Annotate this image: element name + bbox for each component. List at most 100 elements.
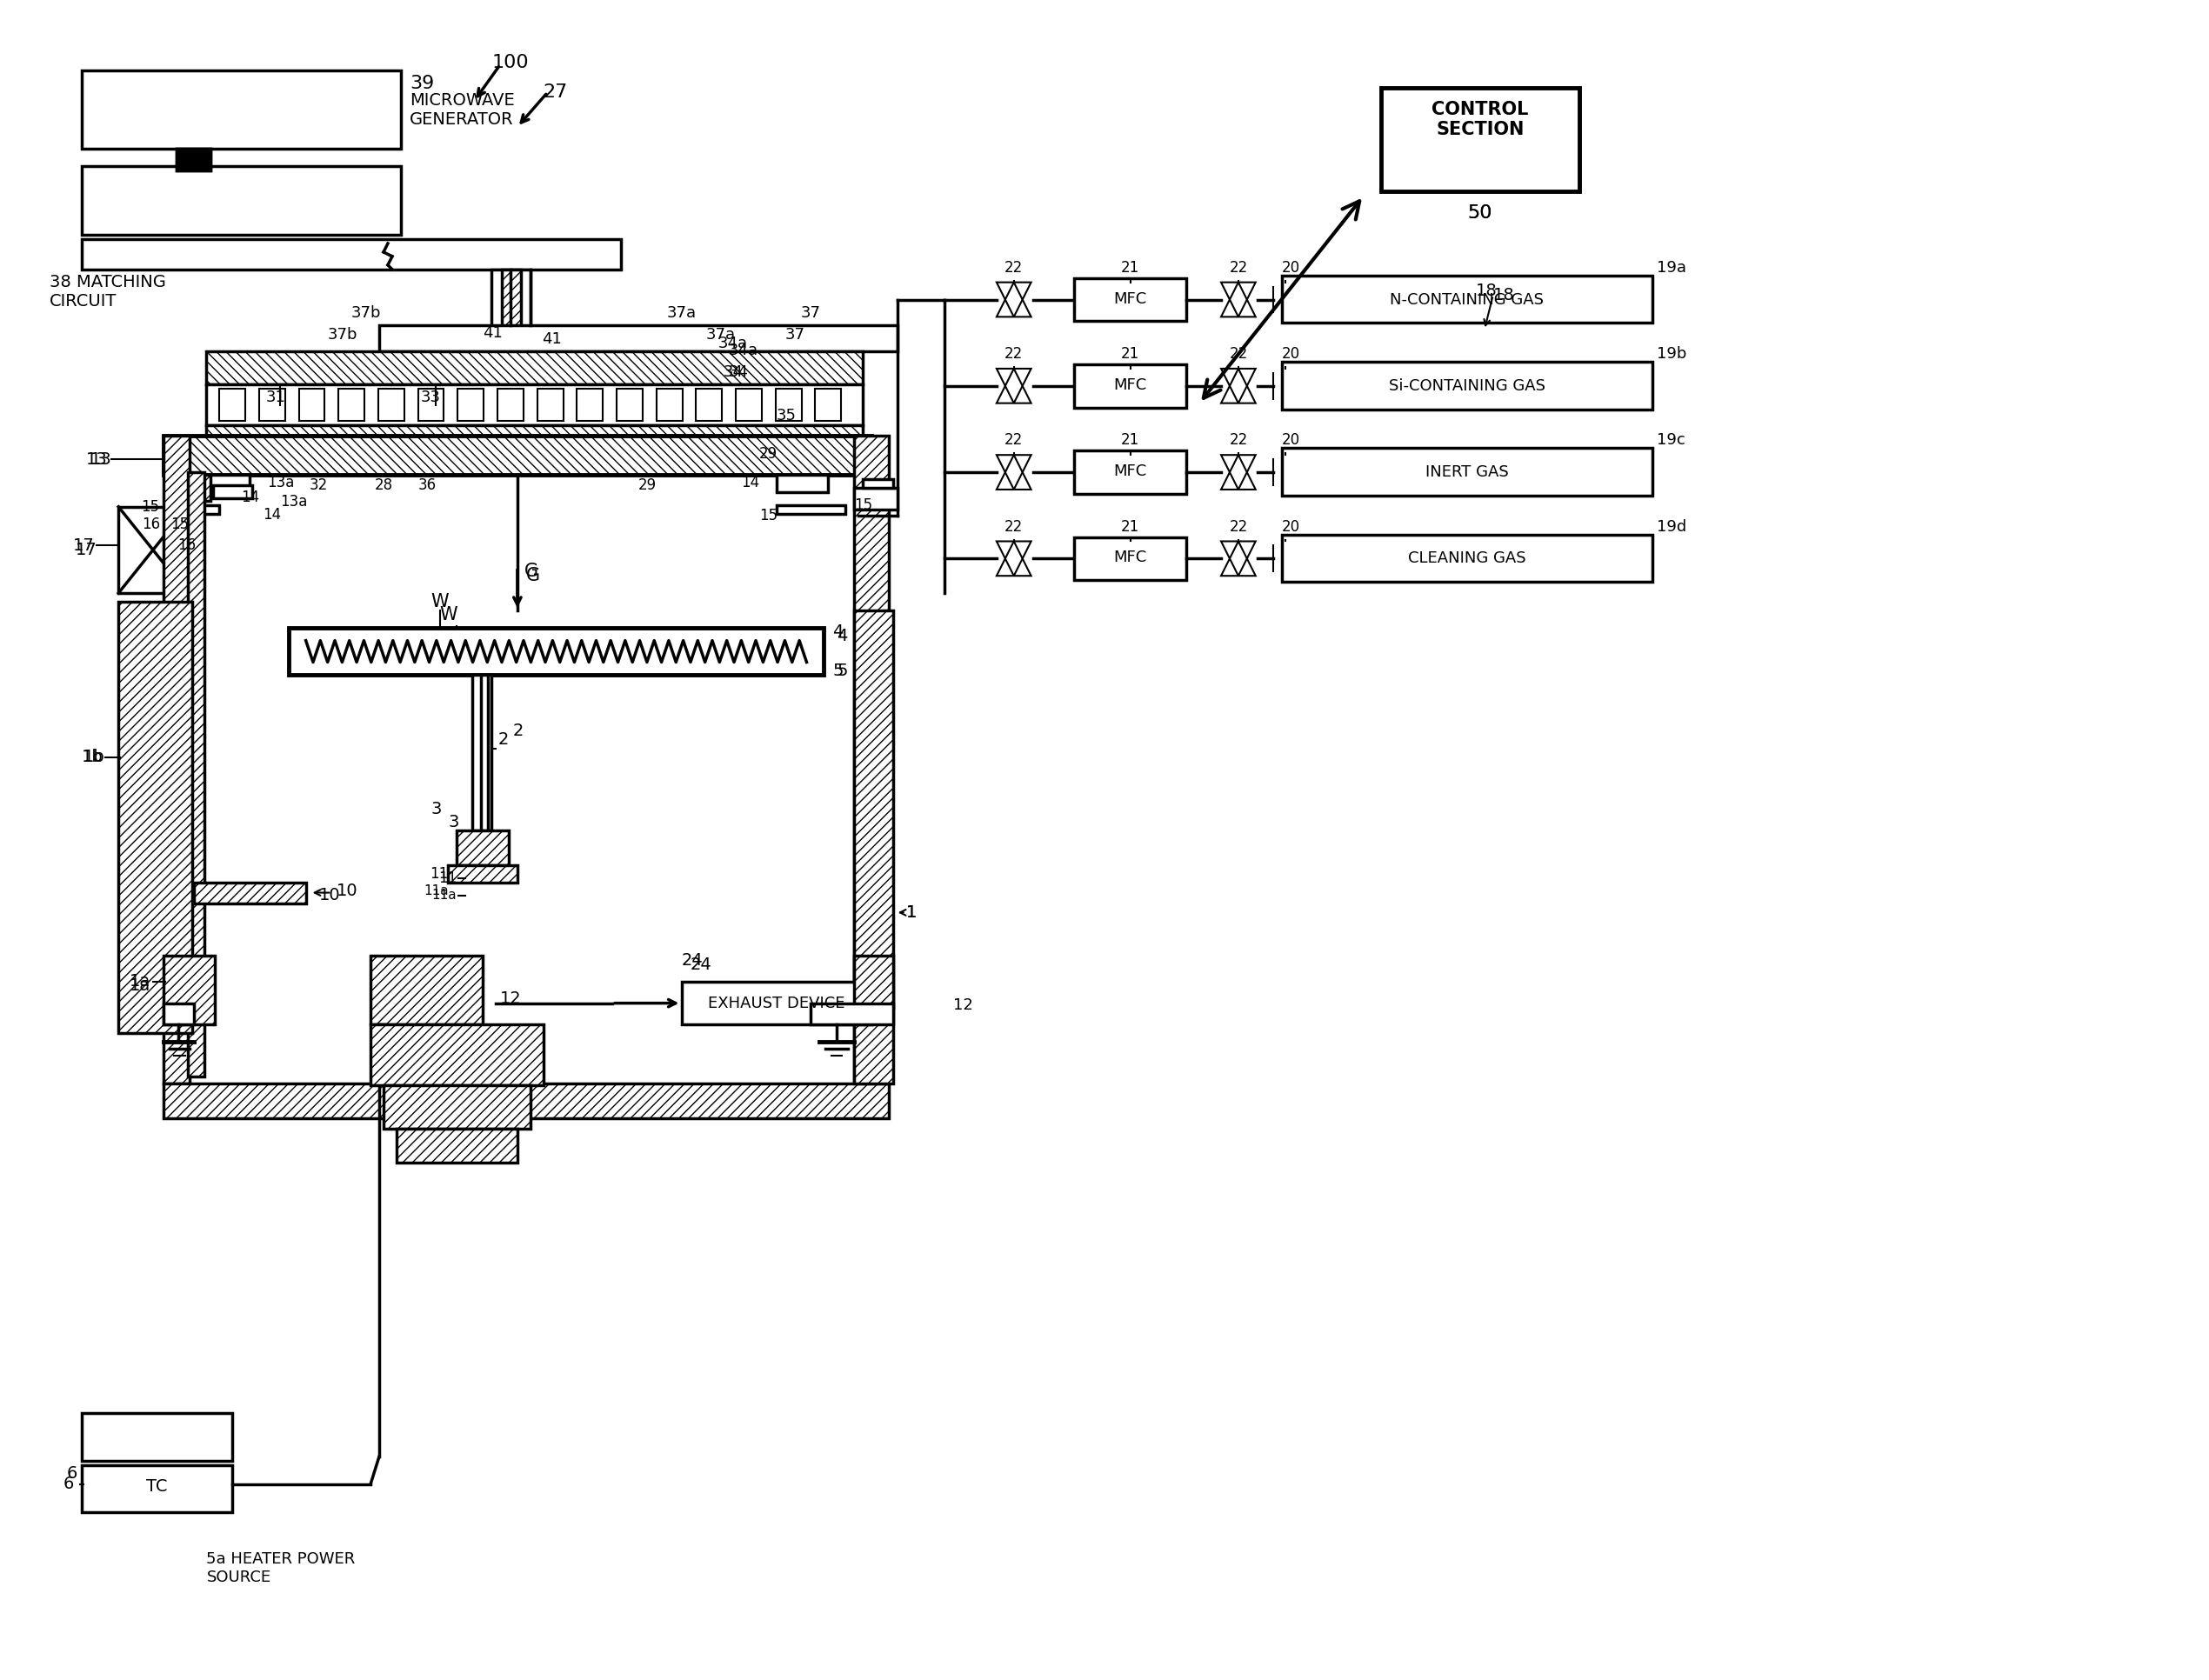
Bar [163, 956, 214, 1025]
Text: 37: 37 [802, 306, 822, 321]
Text: MFC: MFC [1113, 549, 1146, 566]
Text: 50: 50 [1467, 205, 1493, 222]
Bar [497, 388, 524, 422]
Text: 17: 17 [73, 538, 95, 554]
Bar [298, 388, 325, 422]
Text: 16: 16 [177, 538, 197, 553]
Text: 15: 15 [141, 499, 159, 514]
Text: 10: 10 [336, 882, 358, 899]
Text: 35: 35 [775, 408, 797, 423]
Text: 3: 3 [431, 801, 442, 816]
Text: 31: 31 [265, 390, 285, 405]
Bar [457, 830, 508, 865]
Text: 3: 3 [448, 813, 459, 830]
Bar [186, 506, 219, 514]
Text: 37a: 37a [705, 328, 736, 343]
Text: 19d: 19d [1657, 519, 1688, 534]
Text: 24: 24 [680, 953, 702, 969]
Bar [163, 437, 870, 475]
Bar [736, 388, 762, 422]
Bar [448, 865, 517, 882]
Bar [289, 628, 824, 675]
Bar [1281, 276, 1652, 323]
Text: G: G [524, 563, 539, 580]
Text: 1a: 1a [130, 973, 150, 990]
Text: 41: 41 [541, 331, 561, 348]
Text: INERT GAS: INERT GAS [1425, 464, 1509, 480]
Text: Si-CONTAINING GAS: Si-CONTAINING GAS [1389, 378, 1546, 393]
Bar [219, 388, 245, 422]
Text: 34a: 34a [718, 336, 749, 351]
Text: 19c: 19c [1657, 432, 1685, 449]
Text: EXHAUST DEVICE: EXHAUST DEVICE [707, 995, 844, 1011]
Text: 17: 17 [75, 541, 97, 558]
Bar [490, 269, 530, 356]
Text: 1b: 1b [82, 749, 104, 766]
Text: 16: 16 [141, 516, 159, 533]
Bar [194, 882, 305, 904]
Bar [696, 388, 722, 422]
Text: 15: 15 [760, 507, 778, 522]
Text: 14: 14 [241, 489, 258, 506]
Bar [82, 239, 621, 269]
Text: 22: 22 [1005, 519, 1023, 534]
Text: 1: 1 [906, 904, 917, 921]
Bar [775, 475, 828, 492]
Text: 13: 13 [86, 450, 108, 467]
Text: 27: 27 [543, 84, 568, 101]
Text: 5: 5 [833, 662, 844, 679]
Text: 15: 15 [170, 516, 190, 533]
Text: 1: 1 [906, 904, 917, 921]
Bar [680, 981, 870, 1025]
Bar [395, 1129, 517, 1163]
Text: 34: 34 [722, 365, 742, 380]
Bar [1281, 361, 1652, 410]
Text: N-CONTAINING GAS: N-CONTAINING GAS [1389, 292, 1544, 307]
Bar [1074, 365, 1186, 408]
Bar [1074, 450, 1186, 494]
Bar [1281, 449, 1652, 496]
Bar [384, 1085, 530, 1129]
Bar [1281, 534, 1652, 581]
Bar [457, 388, 484, 422]
Text: 14: 14 [740, 475, 760, 491]
Text: 12: 12 [499, 991, 521, 1006]
Text: 21: 21 [1122, 432, 1140, 449]
Bar [855, 437, 888, 1084]
Bar [1074, 538, 1186, 580]
Text: 20: 20 [1281, 260, 1299, 276]
Text: 22: 22 [1005, 432, 1023, 449]
Text: 11: 11 [437, 870, 457, 885]
Text: 5a HEATER POWER
SOURCE: 5a HEATER POWER SOURCE [205, 1551, 356, 1586]
Bar [418, 388, 444, 422]
Bar [177, 148, 210, 170]
Bar [811, 1003, 892, 1025]
Bar [205, 475, 250, 492]
Bar [258, 388, 285, 422]
Text: 21: 21 [1122, 346, 1140, 361]
Text: 4: 4 [837, 628, 848, 645]
Text: 22: 22 [1228, 260, 1248, 276]
Text: MFC: MFC [1113, 291, 1146, 306]
Text: 13a: 13a [267, 475, 294, 491]
Text: 20: 20 [1281, 432, 1299, 449]
Bar [82, 71, 400, 148]
Text: 22: 22 [1228, 346, 1248, 361]
Text: 38 MATCHING
CIRCUIT: 38 MATCHING CIRCUIT [49, 274, 166, 309]
Bar [1074, 277, 1186, 321]
Text: 6: 6 [66, 1465, 77, 1482]
Text: 21: 21 [1122, 519, 1140, 534]
Bar [775, 388, 802, 422]
Bar [188, 472, 205, 1077]
Bar [163, 1084, 888, 1117]
Text: 33: 33 [422, 390, 442, 405]
Bar [855, 487, 897, 509]
Bar [163, 1003, 194, 1025]
Text: 50: 50 [1467, 205, 1493, 222]
Bar [501, 269, 521, 356]
Text: 4: 4 [833, 623, 844, 640]
Text: 22: 22 [1228, 432, 1248, 449]
Text: 5: 5 [837, 662, 848, 679]
Bar [864, 479, 892, 487]
Bar [537, 388, 563, 422]
